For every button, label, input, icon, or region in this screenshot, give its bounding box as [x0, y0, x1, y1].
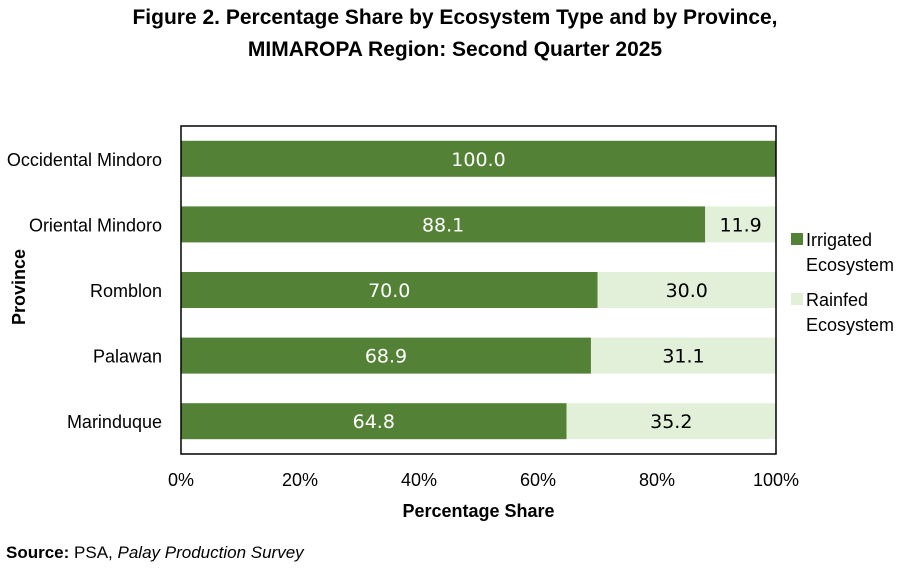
chart-title-line2: MIMAROPA Region: Second Quarter 2025 — [247, 38, 663, 61]
bar-irrigated — [181, 206, 706, 243]
source-label: Source: — [6, 543, 70, 562]
x-tick-label: 0% — [168, 470, 194, 490]
data-label: 70.0 — [368, 280, 410, 302]
bar-rainfed — [566, 403, 776, 440]
y-axis-title: Province — [9, 249, 29, 325]
y-tick-label: Marinduque — [67, 412, 162, 432]
bar-irrigated — [181, 140, 776, 177]
bar-irrigated — [181, 272, 598, 308]
data-label: 31.1 — [662, 346, 704, 368]
y-tick-label: Occidental Mindoro — [7, 150, 162, 170]
data-label: 64.8 — [353, 411, 395, 433]
legend-swatch-irrigated — [791, 233, 803, 245]
data-label: 68.9 — [365, 346, 407, 368]
plot-frame — [180, 125, 777, 455]
y-tick-label: Oriental Mindoro — [29, 215, 162, 235]
x-tick-label: 20% — [282, 470, 318, 490]
data-label: 11.9 — [719, 214, 761, 236]
x-tick-label: 60% — [520, 470, 556, 490]
legend-label: Ecosystem — [806, 255, 894, 275]
bar-irrigated — [181, 337, 591, 374]
bar-irrigated — [181, 403, 567, 440]
data-label: 88.1 — [422, 214, 464, 236]
bar-rainfed — [597, 272, 776, 308]
legend-label: Irrigated — [806, 230, 872, 250]
x-tick-label: 80% — [639, 470, 675, 490]
bar-rainfed — [705, 206, 776, 243]
y-tick-label: Romblon — [90, 281, 162, 301]
x-tick-label: 100% — [753, 470, 799, 490]
source-survey: Palay Production Survey — [117, 543, 304, 562]
x-axis-title: Percentage Share — [402, 501, 554, 521]
source-publisher: PSA, — [74, 543, 113, 562]
legend-swatch-rainfed — [791, 293, 803, 305]
source-note: Source: PSA, Palay Production Survey — [6, 543, 304, 563]
legend-label: Rainfed — [806, 290, 868, 310]
x-tick-label: 40% — [401, 470, 437, 490]
bar-rainfed — [590, 337, 776, 374]
legend-label: Ecosystem — [806, 315, 894, 335]
y-tick-label: Palawan — [93, 347, 162, 367]
chart-title-line1: Figure 2. Percentage Share by Ecosystem … — [132, 6, 778, 29]
data-label: 35.2 — [650, 411, 692, 433]
data-label: 100.0 — [451, 149, 505, 171]
data-label: 30.0 — [666, 280, 708, 302]
